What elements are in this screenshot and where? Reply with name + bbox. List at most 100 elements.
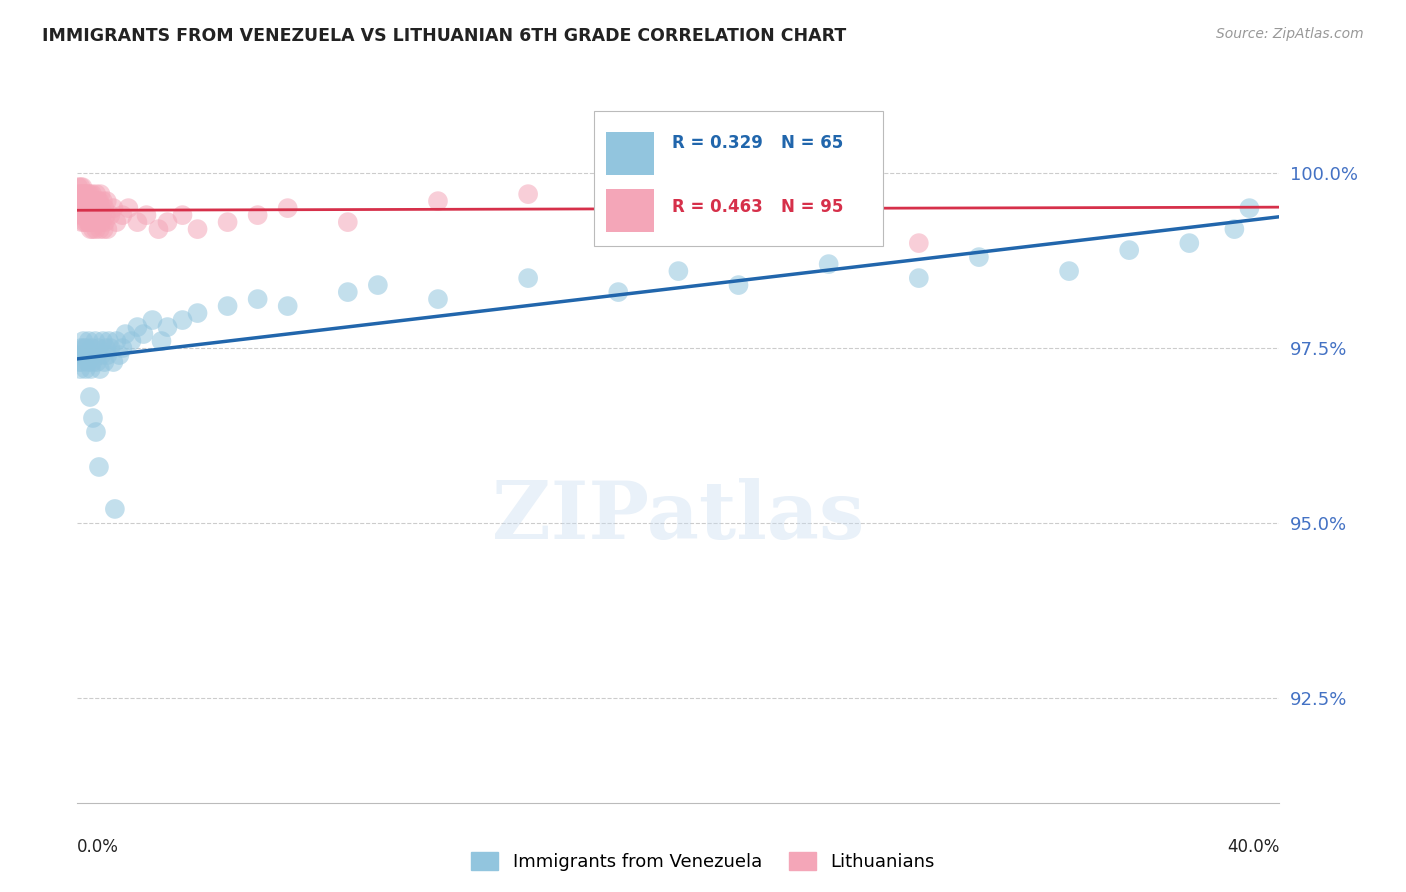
Point <box>1239 201 1261 215</box>
Point <box>70 187 93 202</box>
Point <box>73 187 96 202</box>
Point <box>83 194 105 208</box>
Point <box>76 201 98 215</box>
Point <box>70 201 93 215</box>
Text: N = 65: N = 65 <box>780 134 842 152</box>
Point <box>1118 243 1140 257</box>
Point <box>87 194 110 208</box>
Point <box>80 201 103 215</box>
Point <box>73 348 96 362</box>
Bar <box>595 111 883 246</box>
Point <box>908 271 931 285</box>
Bar <box>606 189 654 232</box>
Point <box>150 334 173 348</box>
Point <box>70 355 93 369</box>
Point <box>82 222 104 236</box>
Point <box>94 208 117 222</box>
Point <box>277 201 299 215</box>
Point <box>127 215 149 229</box>
Point <box>79 201 101 215</box>
Point <box>75 201 97 215</box>
Point <box>87 460 110 475</box>
Point <box>127 320 149 334</box>
Point <box>80 215 103 229</box>
Point <box>517 271 540 285</box>
Point <box>111 341 134 355</box>
Point <box>96 194 118 208</box>
Point <box>246 292 269 306</box>
Point <box>89 187 111 202</box>
Point <box>517 187 540 202</box>
Point <box>67 194 90 208</box>
Point <box>83 201 105 215</box>
Point <box>89 222 111 236</box>
Text: R = 0.329: R = 0.329 <box>672 134 763 152</box>
Point <box>187 306 209 320</box>
Point <box>77 334 100 348</box>
Point <box>72 180 94 194</box>
Point <box>69 194 91 208</box>
Point <box>82 208 104 222</box>
Point <box>89 208 111 222</box>
Point <box>367 278 389 293</box>
Point <box>84 208 107 222</box>
Point <box>105 215 128 229</box>
Point <box>135 208 157 222</box>
Point <box>76 355 98 369</box>
Point <box>83 201 105 215</box>
Point <box>103 355 125 369</box>
Point <box>86 201 108 215</box>
Point <box>67 355 90 369</box>
Point <box>87 208 110 222</box>
Point <box>79 187 101 202</box>
Point <box>336 215 359 229</box>
Text: N = 95: N = 95 <box>780 198 844 216</box>
Bar <box>606 132 654 175</box>
Point <box>87 201 110 215</box>
Point <box>100 341 122 355</box>
Point <box>76 208 98 222</box>
Point <box>67 180 90 194</box>
Point <box>79 390 101 404</box>
Point <box>908 236 931 251</box>
Point <box>79 222 101 236</box>
Point <box>87 194 110 208</box>
Point <box>83 348 105 362</box>
Point <box>172 313 194 327</box>
Point <box>104 502 127 516</box>
Point <box>69 180 91 194</box>
Point <box>72 334 94 348</box>
Point <box>67 187 90 202</box>
Point <box>84 187 107 202</box>
Point <box>77 187 100 202</box>
Point <box>1057 264 1080 278</box>
Point <box>117 201 139 215</box>
Point <box>817 173 839 187</box>
Point <box>77 215 100 229</box>
Point <box>70 201 93 215</box>
Point <box>91 194 114 208</box>
Point <box>76 194 98 208</box>
Point <box>86 215 108 229</box>
Point <box>79 208 101 222</box>
Point <box>83 208 105 222</box>
Point <box>76 201 98 215</box>
Text: 40.0%: 40.0% <box>1227 838 1279 856</box>
Point <box>84 334 107 348</box>
Point <box>70 194 93 208</box>
Point <box>79 348 101 362</box>
Point <box>80 194 103 208</box>
Point <box>69 187 91 202</box>
Point <box>172 208 194 222</box>
Point <box>156 320 179 334</box>
Point <box>100 208 122 222</box>
Point <box>69 348 91 362</box>
Point <box>94 215 117 229</box>
Point <box>87 341 110 355</box>
Point <box>105 334 128 348</box>
Point <box>82 355 104 369</box>
Point <box>727 278 749 293</box>
Point <box>97 334 120 348</box>
Point <box>967 250 990 264</box>
Point <box>75 341 97 355</box>
